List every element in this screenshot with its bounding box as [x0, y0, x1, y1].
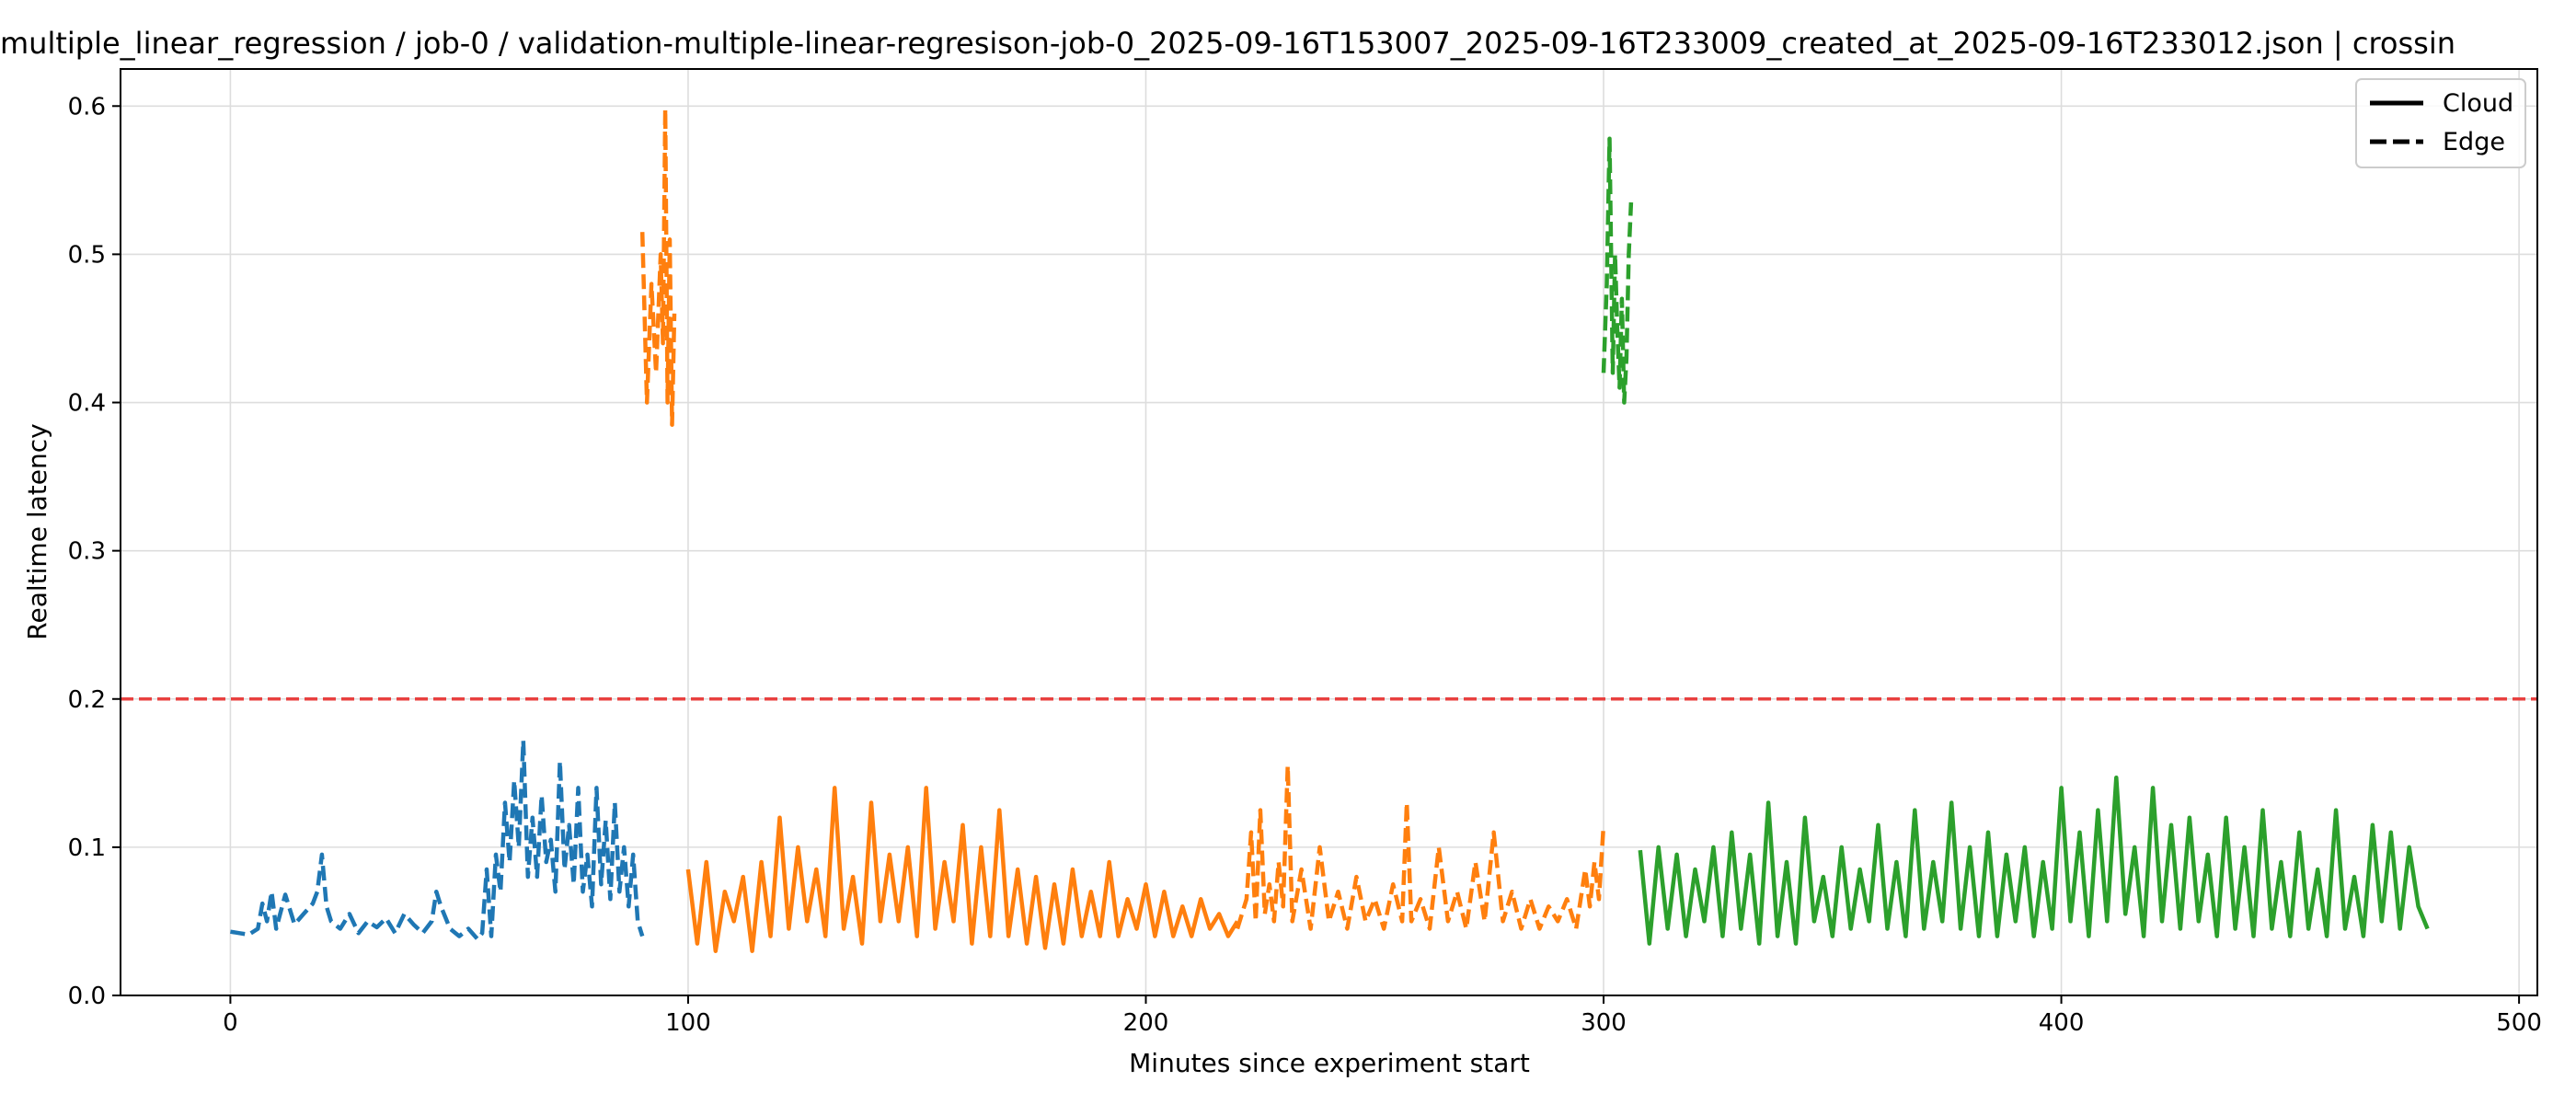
legend: Cloud Edge	[2355, 78, 2526, 168]
series-line-2-solid	[685, 786, 1239, 953]
series-line-2-dashed	[1235, 764, 1606, 931]
x-tick-label: 500	[2496, 1009, 2542, 1037]
x-tick-label: 200	[1123, 1009, 1169, 1037]
x-tick-label: 0	[223, 1009, 238, 1037]
axes-frame	[120, 68, 2538, 996]
x-tick-label: 100	[665, 1009, 711, 1037]
y-tick-label: 0.6	[68, 93, 106, 121]
ticks: 0 100 200 300 400 500 0.0 0.1 0.2 0.3 0.4 0.5 0.6	[68, 93, 2542, 1037]
y-tick-label: 0.5	[68, 241, 106, 269]
y-tick-label: 0.2	[68, 686, 106, 714]
series-line-1-dashed	[230, 738, 645, 942]
legend-label-edge: Edge	[2443, 128, 2505, 156]
series-line-3-dashed	[1601, 136, 1634, 405]
y-tick-label: 0.1	[68, 834, 106, 862]
y-tick-label: 0.4	[68, 390, 106, 418]
plot-area	[230, 107, 2430, 953]
x-axis-label: Minutes since experiment start	[1129, 1048, 1530, 1078]
x-tick-label: 300	[1581, 1009, 1627, 1037]
y-tick-label: 0.0	[68, 983, 106, 1010]
x-tick-label: 400	[2039, 1009, 2085, 1037]
chart-title: multiple_linear_regression / job-0 / val…	[0, 26, 2455, 61]
series-line-2-dashed	[639, 107, 677, 427]
y-axis-label: Realtime latency	[22, 423, 52, 639]
series-line-3-solid	[1638, 775, 2430, 946]
y-tick-label: 0.3	[68, 538, 106, 566]
legend-label-cloud: Cloud	[2443, 89, 2513, 118]
